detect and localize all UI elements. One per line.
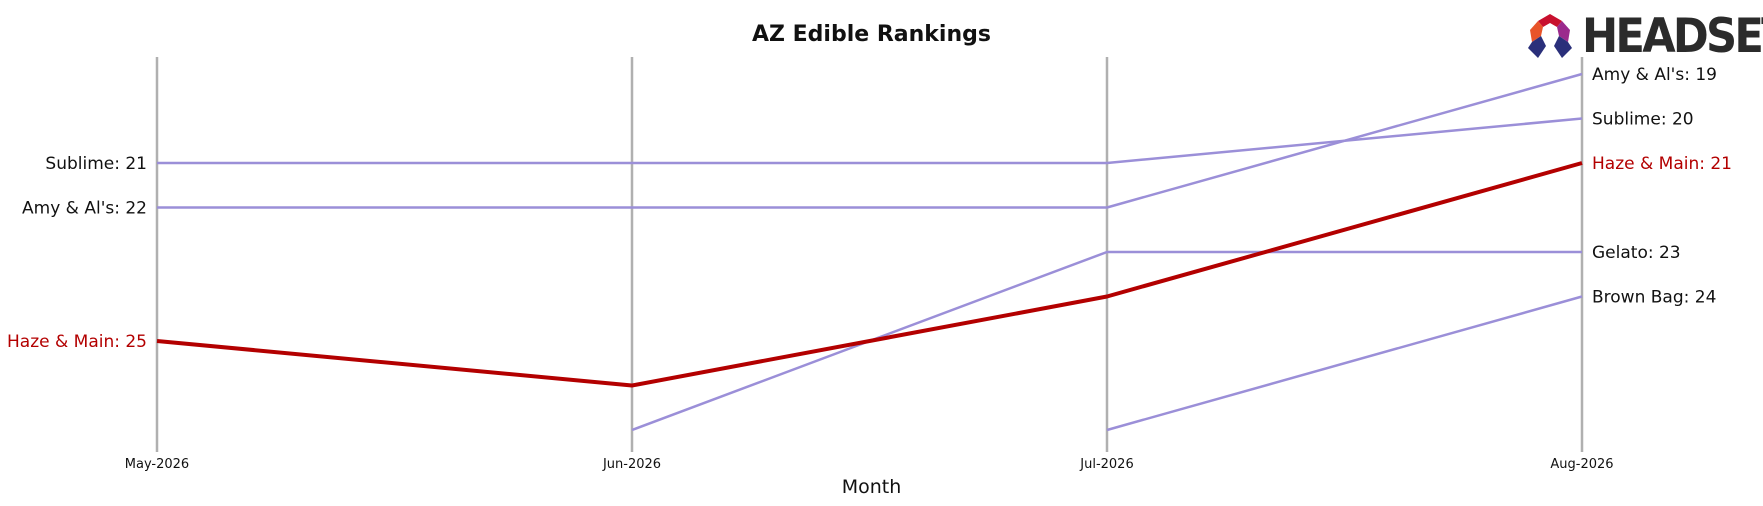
right-label-haze-main: Haze & Main: 21	[1592, 154, 1732, 174]
right-label-brown-bag: Brown Bag: 24	[1592, 288, 1716, 308]
right-label-sublime: Sublime: 20	[1592, 110, 1694, 130]
series-line-haze-main	[156, 161, 1583, 388]
right-label-gelato: Gelato: 23	[1592, 243, 1681, 263]
x-tick-label-aug-2026: Aug-2026	[1550, 457, 1613, 472]
headset-logo-text: HEADSET	[1582, 9, 1763, 64]
right-label-amy-al-s: Amy & Al's: 19	[1592, 65, 1717, 85]
chart-title: AZ Edible Rankings	[752, 22, 991, 47]
x-tick-label-jul-2026: Jul-2026	[1079, 457, 1133, 472]
series-line-gelato	[631, 250, 1582, 432]
left-label-amy-al-s: Amy & Al's: 22	[22, 199, 147, 219]
x-tick-label-may-2026: May-2026	[125, 457, 189, 472]
headset-logo-icon	[1528, 14, 1572, 58]
left-label-sublime: Sublime: 21	[45, 154, 147, 174]
x-tick-label-jun-2026: Jun-2026	[602, 457, 661, 472]
series-line-amy-al-s	[157, 72, 1583, 209]
x-axis-label: Month	[841, 476, 902, 498]
series-line-brown-bag	[1106, 295, 1583, 432]
series-line-sublime	[157, 117, 1583, 165]
headset-logo: HEADSET	[1524, 12, 1763, 62]
left-label-haze-main: Haze & Main: 25	[7, 332, 147, 352]
